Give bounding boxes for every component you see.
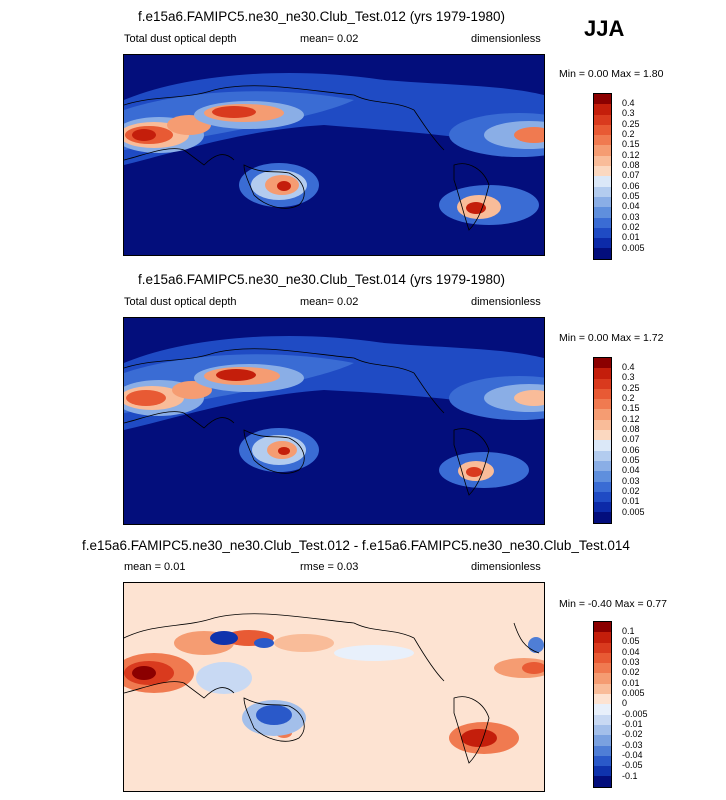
panel3-cbar-label: -0.03 — [622, 740, 643, 750]
panel3-cbar-label: -0.01 — [622, 719, 643, 729]
panel3-cbar-label: 0.01 — [622, 678, 640, 688]
panel1-map — [123, 54, 545, 256]
panel2-minmax: Min = 0.00 Max = 1.72 — [559, 332, 664, 344]
panel3-cbar-label: -0.05 — [622, 760, 643, 770]
panel3-cbar-label: -0.02 — [622, 729, 643, 739]
panel1-minmax: Min = 0.00 Max = 1.80 — [559, 68, 664, 80]
panel2-cbar-label: 0.005 — [622, 507, 645, 517]
panel1-cbar-label: 0.12 — [622, 150, 640, 160]
panel3-cbar-label: -0.04 — [622, 750, 643, 760]
panel2-cbar-label: 0.25 — [622, 383, 640, 393]
panel3-colorbar — [593, 621, 612, 788]
panel1-cbar-label: 0.03 — [622, 212, 640, 222]
panel2-map — [123, 317, 545, 525]
panel3-cbar-label: 0 — [622, 698, 628, 708]
panel2-cbar-label: 0.3 — [622, 372, 635, 382]
panel2-title: f.e15a6.FAMIPC5.ne30_ne30.Club_Test.014 … — [138, 272, 505, 287]
panel3-rmse: rmse = 0.03 — [300, 561, 359, 573]
panel2-cbar-label: 0.01 — [622, 496, 640, 506]
panel2-cbar-label: 0.02 — [622, 486, 640, 496]
panel1-cbar-label: 0.25 — [622, 119, 640, 129]
panel3-units: dimensionless — [471, 561, 541, 573]
panel3-minmax: Min = -0.40 Max = 0.77 — [559, 598, 667, 610]
panel2-cbar-label: 0.03 — [622, 476, 640, 486]
panel1-title: f.e15a6.FAMIPC5.ne30_ne30.Club_Test.012 … — [138, 9, 505, 24]
panel1-cbar-label: 0.05 — [622, 191, 640, 201]
panel1-cbar-label: 0.2 — [622, 129, 635, 139]
panel2-cbar-label: 0.07 — [622, 434, 640, 444]
panel1-cbar-label: 0.3 — [622, 108, 635, 118]
panel2-cbar-label: 0.08 — [622, 424, 640, 434]
panel3-mean: mean = 0.01 — [124, 561, 186, 573]
panel1-cbar-label: 0.005 — [622, 243, 645, 253]
panel2-cbar-label: 0.4 — [622, 362, 635, 372]
panel2-units: dimensionless — [471, 296, 541, 308]
panel1-cbar-label: 0.07 — [622, 170, 640, 180]
panel3-cbar-label: 0.03 — [622, 657, 640, 667]
panel3-map — [123, 582, 545, 792]
panel1-cbar-label: 0.4 — [622, 98, 635, 108]
panel2-cbar-label: 0.06 — [622, 445, 640, 455]
panel2-colorbar — [593, 357, 612, 524]
panel3-cbar-label: 0.05 — [622, 636, 640, 646]
panel1-cbar-label: 0.08 — [622, 160, 640, 170]
season-label: JJA — [584, 16, 625, 41]
panel3-cbar-label: -0.005 — [622, 709, 648, 719]
panel2-mean: mean= 0.02 — [300, 296, 359, 308]
panel2-left-label: Total dust optical depth — [124, 296, 237, 308]
panel2-cbar-label: 0.2 — [622, 393, 635, 403]
panel3-cbar-label: 0.005 — [622, 688, 645, 698]
panel3-cbar-label: 0.02 — [622, 667, 640, 677]
panel1-cbar-label: 0.02 — [622, 222, 640, 232]
panel1-units: dimensionless — [471, 33, 541, 45]
panel3-title: f.e15a6.FAMIPC5.ne30_ne30.Club_Test.012 … — [82, 538, 630, 553]
panel3-cbar-label: 0.1 — [622, 626, 635, 636]
panel3-cbar-label: 0.04 — [622, 647, 640, 657]
panel1-cbar-label: 0.15 — [622, 139, 640, 149]
panel1-left-label: Total dust optical depth — [124, 33, 237, 45]
panel1-cbar-label: 0.06 — [622, 181, 640, 191]
panel2-cbar-label: 0.15 — [622, 403, 640, 413]
panel2-cbar-label: 0.12 — [622, 414, 640, 424]
panel2-cbar-label: 0.05 — [622, 455, 640, 465]
panel1-colorbar — [593, 93, 612, 260]
panel1-cbar-label: 0.04 — [622, 201, 640, 211]
panel1-mean: mean= 0.02 — [300, 33, 359, 45]
panel2-cbar-label: 0.04 — [622, 465, 640, 475]
panel1-cbar-label: 0.01 — [622, 232, 640, 242]
panel3-cbar-label: -0.1 — [622, 771, 638, 781]
